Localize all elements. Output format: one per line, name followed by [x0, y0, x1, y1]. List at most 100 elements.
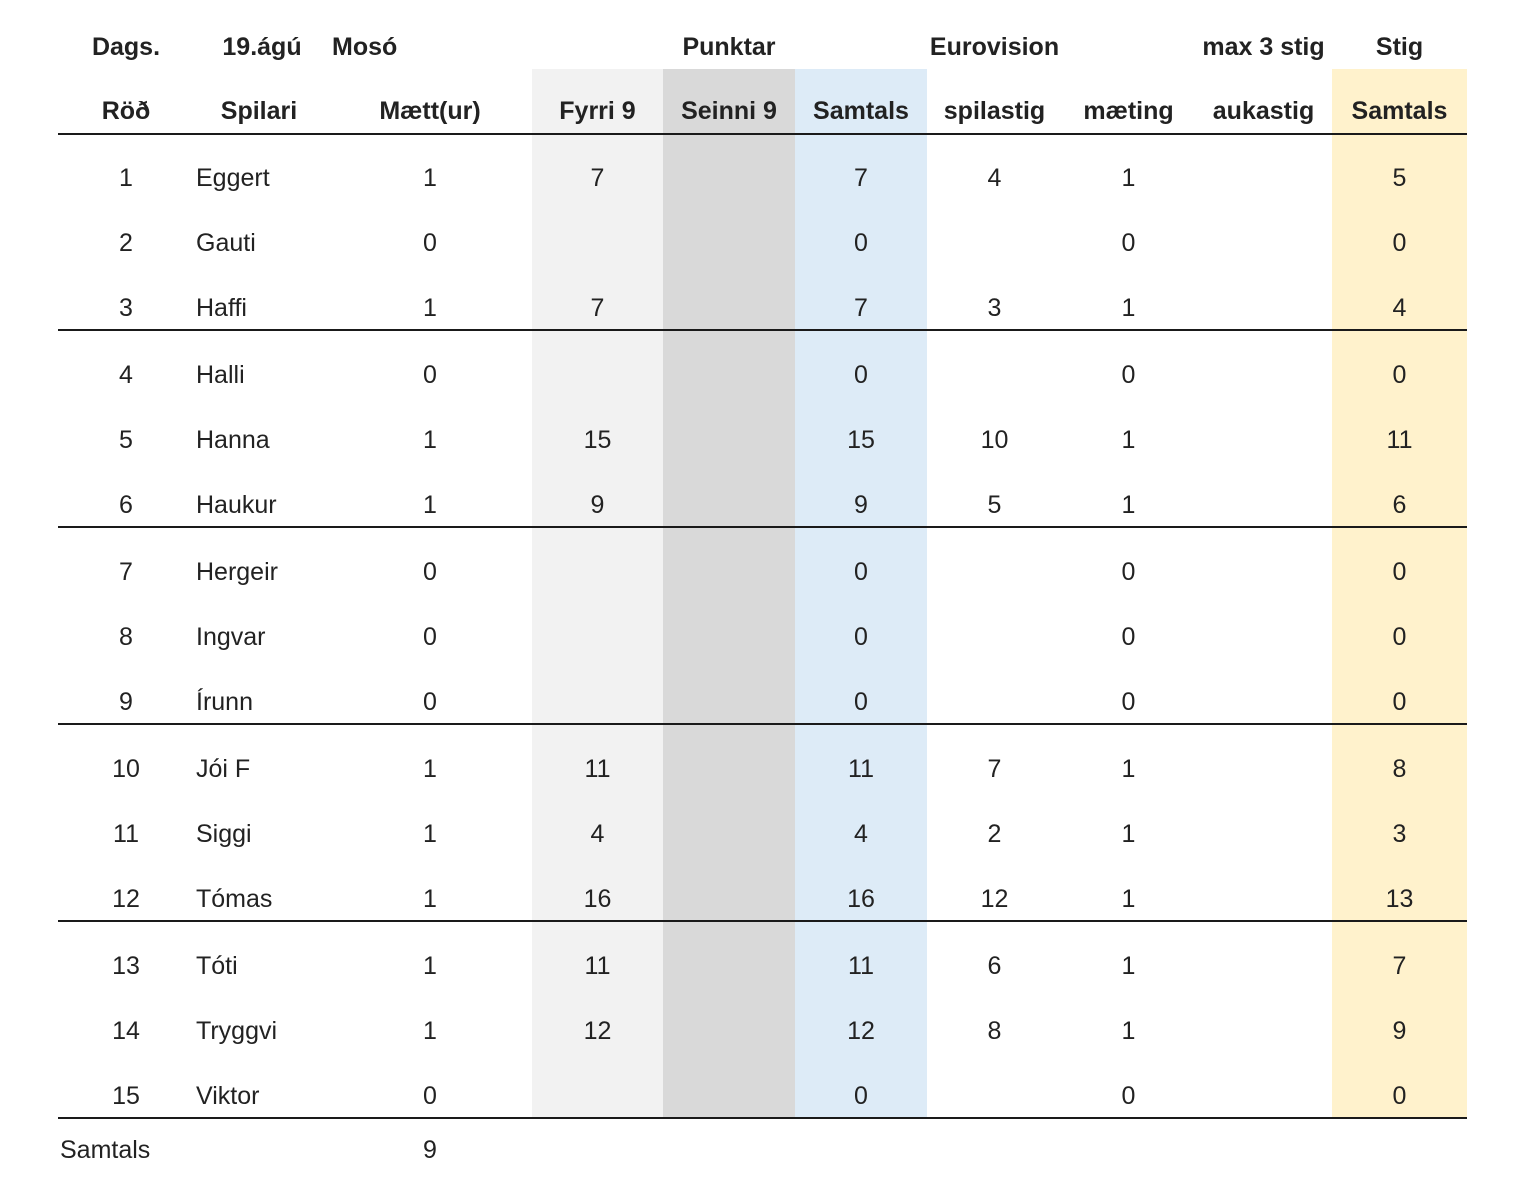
cell-aukastig — [1195, 223, 1332, 263]
cell-spilastig — [927, 1076, 1062, 1116]
table-row: 5 Hanna 1 15 15 10 1 11 — [0, 420, 1537, 460]
table-row: 15 Viktor 0 0 0 0 — [0, 1076, 1537, 1116]
cell-maeting: 1 — [1121, 294, 1136, 322]
fyrri-column-shading — [532, 69, 663, 1119]
cell-fyrri: 16 — [583, 885, 612, 913]
punktar-header: Punktar — [682, 33, 776, 61]
cell-stig: 4 — [1392, 294, 1407, 322]
cell-maeting: 0 — [1121, 688, 1136, 716]
cell-rod: 14 — [112, 1017, 140, 1045]
cell-aukastig — [1195, 814, 1332, 854]
cell-spilari: Halli — [196, 361, 245, 389]
table-row: 3 Haffi 1 7 7 3 1 4 — [0, 288, 1537, 328]
cell-maett: 0 — [423, 229, 437, 257]
cell-maett: 0 — [423, 361, 437, 389]
cell-seinni — [663, 682, 795, 722]
cell-fyrri: 12 — [583, 1017, 612, 1045]
cell-maeting: 1 — [1121, 491, 1136, 519]
cell-spilastig: 8 — [987, 1017, 1002, 1045]
cell-aukastig — [1195, 552, 1332, 592]
cell-maeting: 1 — [1121, 164, 1136, 192]
eurovision-header: Eurovision — [929, 33, 1060, 61]
cell-seinni — [663, 879, 795, 919]
cell-spilari: Tóti — [196, 952, 238, 980]
cell-rod: 3 — [119, 294, 133, 322]
cell-maeting: 1 — [1121, 820, 1136, 848]
group-divider — [58, 526, 1467, 528]
cell-seinni — [663, 288, 795, 328]
cell-samtals: 7 — [854, 294, 868, 322]
cell-stig: 0 — [1392, 1082, 1407, 1110]
cell-aukastig — [1195, 749, 1332, 789]
cell-spilari: Viktor — [196, 1082, 260, 1110]
cell-maeting: 1 — [1121, 755, 1136, 783]
column-header-row: Röð Spilari Mætt(ur) Fyrri 9 Seinni 9 Sa… — [0, 91, 1537, 131]
cell-stig: 7 — [1392, 952, 1407, 980]
samtals-column-shading — [795, 69, 927, 1119]
cell-spilari: Haffi — [196, 294, 247, 322]
cell-spilastig: 5 — [987, 491, 1002, 519]
cell-spilari: Írunn — [196, 688, 253, 716]
cell-seinni — [663, 617, 795, 657]
cell-spilari: Hergeir — [196, 558, 278, 586]
table-row: 4 Halli 0 0 0 0 — [0, 355, 1537, 395]
cell-maett: 0 — [423, 558, 437, 586]
table-row: 12 Tómas 1 16 16 12 1 13 — [0, 879, 1537, 919]
cell-spilari: Jói F — [196, 755, 251, 783]
cell-rod: 4 — [119, 361, 133, 389]
cell-maeting: 1 — [1121, 885, 1136, 913]
table-row: 7 Hergeir 0 0 0 0 — [0, 552, 1537, 592]
cell-fyrri — [532, 552, 663, 592]
cell-samtals: 11 — [848, 755, 874, 783]
cell-spilari: Haukur — [196, 491, 277, 519]
cell-aukastig — [1195, 682, 1332, 722]
cell-spilastig: 6 — [987, 952, 1002, 980]
cell-stig: 11 — [1386, 426, 1413, 454]
cell-rod: 13 — [112, 952, 140, 980]
location-value: Mosó — [332, 33, 398, 61]
cell-spilari: Eggert — [196, 164, 270, 192]
cell-aukastig — [1195, 158, 1332, 198]
cell-spilastig: 12 — [980, 885, 1009, 913]
table-bottom-divider — [58, 1117, 1467, 1119]
seinni-column-shading — [663, 69, 795, 1119]
cell-spilari: Ingvar — [196, 623, 266, 651]
date-value: 19.ágú — [222, 33, 302, 61]
cell-maeting: 1 — [1121, 952, 1136, 980]
cell-stig: 0 — [1392, 229, 1407, 257]
cell-spilastig: 7 — [987, 755, 1002, 783]
cell-aukastig — [1195, 288, 1332, 328]
cell-maeting: 1 — [1121, 426, 1136, 454]
cell-stig: 3 — [1392, 820, 1407, 848]
table-row: 2 Gauti 0 0 0 0 — [0, 223, 1537, 263]
cell-spilari: Tómas — [196, 885, 273, 913]
cell-stig: 0 — [1392, 688, 1407, 716]
cell-rod: 2 — [119, 229, 133, 257]
cell-stig: 0 — [1392, 558, 1407, 586]
cell-samtals: 0 — [854, 229, 868, 257]
cell-maett: 1 — [423, 164, 437, 192]
table-row: 14 Tryggvi 1 12 12 8 1 9 — [0, 1011, 1537, 1051]
cell-spilari: Tryggvi — [196, 1017, 278, 1045]
cell-maeting: 0 — [1121, 361, 1136, 389]
cell-fyrri — [532, 682, 663, 722]
cell-maett: 1 — [423, 952, 437, 980]
cell-spilari: Siggi — [196, 820, 252, 848]
stig-header: Stig — [1375, 33, 1424, 61]
cell-seinni — [663, 814, 795, 854]
cell-maett: 1 — [423, 885, 437, 913]
cell-spilastig: 4 — [987, 164, 1002, 192]
cell-maett: 1 — [423, 820, 437, 848]
cell-maett: 1 — [423, 426, 437, 454]
footer-total-label: Samtals — [60, 1136, 151, 1164]
cell-samtals: 9 — [854, 491, 868, 519]
cell-stig: 9 — [1392, 1017, 1407, 1045]
col-header-seinni: Seinni 9 — [681, 97, 777, 125]
stig-column-shading — [1332, 69, 1467, 1119]
footer-row: Samtals 9 — [0, 1130, 1537, 1170]
cell-stig: 13 — [1385, 885, 1414, 913]
col-header-stig-samtals: Samtals — [1351, 97, 1448, 125]
cell-spilastig — [927, 223, 1062, 263]
cell-maeting: 0 — [1121, 558, 1136, 586]
cell-samtals: 0 — [854, 558, 868, 586]
